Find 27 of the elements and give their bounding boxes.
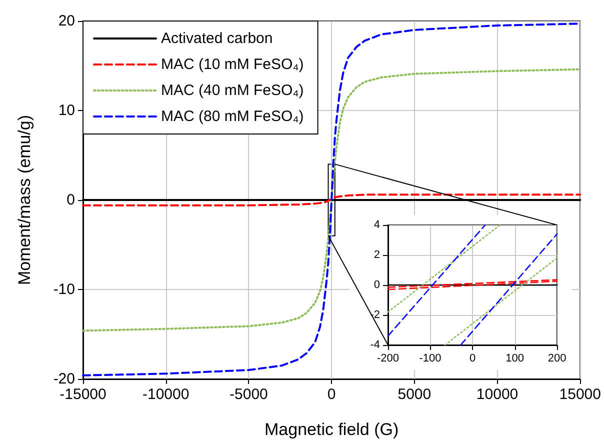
x-tick-label: -5000 (230, 386, 268, 403)
y-axis-title: Moment/mass (emu/g) (15, 114, 34, 286)
x-tick-label: 200 (548, 352, 566, 364)
x-axis-title: Magnetic field (G) (264, 420, 399, 439)
y-tick-label: 4 (374, 219, 380, 231)
x-tick-label: -200 (376, 352, 400, 364)
x-tick-label: 0 (469, 352, 476, 364)
x-tick-label: 15000 (559, 386, 602, 403)
y-tick-label: -10 (53, 281, 75, 298)
x-tick-label: 10000 (476, 386, 518, 403)
legend-label: MAC (40 mM FeSO₄) (161, 82, 304, 99)
legend-label: MAC (10 mM FeSO₄) (161, 56, 304, 73)
y-tick-label: 20 (58, 12, 75, 30)
x-tick-label: -15000 (60, 386, 106, 403)
y-tick-label: -4 (370, 339, 380, 351)
y-tick-label: 0 (66, 192, 75, 208)
legend-label: MAC (80 mM FeSO₄) (161, 108, 304, 125)
x-tick-label: 5000 (398, 386, 432, 403)
x-tick-label: -10000 (142, 386, 190, 403)
legend-label: Activated carbon (161, 30, 273, 47)
y-tick-label: 2 (374, 249, 380, 261)
y-tick-label: 10 (58, 102, 75, 119)
x-tick-label: 100 (506, 352, 524, 364)
y-tick-label: 0 (374, 279, 380, 291)
x-tick-label: -100 (419, 352, 442, 364)
y-tick-label: -20 (53, 370, 75, 388)
x-tick-label: 0 (327, 386, 336, 403)
